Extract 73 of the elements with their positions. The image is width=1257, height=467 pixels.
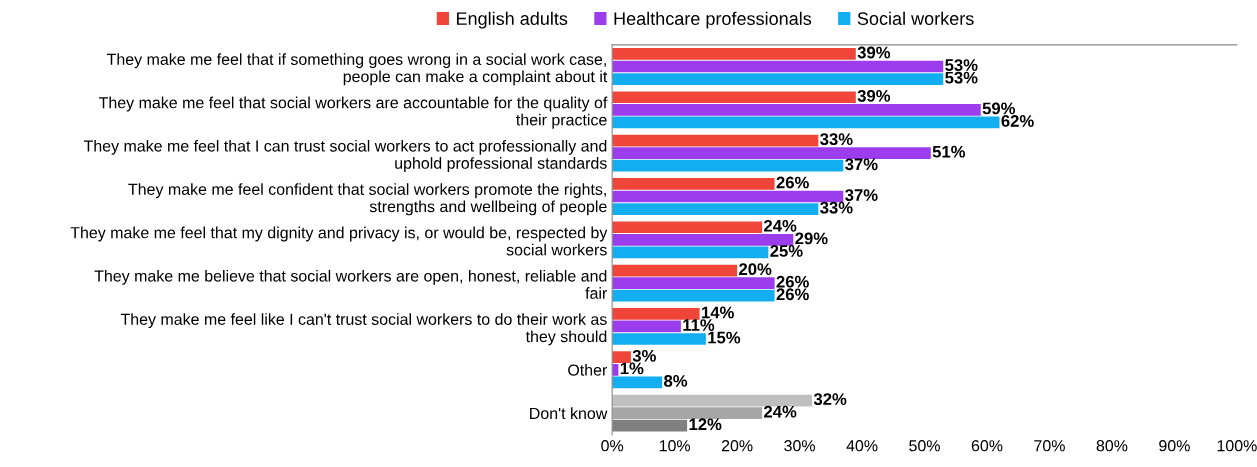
y-tick-label: They make me believe that social workers are open, honest, reliable and fair — [94, 269, 608, 299]
legend-label: English adults — [456, 11, 568, 29]
bar — [612, 320, 681, 333]
bar — [612, 333, 706, 345]
bar — [612, 376, 663, 389]
data-label: 29% — [795, 232, 828, 245]
y-tick-label: Don't know — [530, 407, 608, 420]
x-tick-label: 80% — [1096, 440, 1128, 452]
data-label: 53% — [945, 59, 978, 71]
data-label: 8% — [664, 375, 688, 387]
bar — [612, 277, 775, 289]
y-tick-label: They make me feel that if something goes wrong in a social work case, people can make a complaint about it — [106, 53, 608, 86]
data-label: 24% — [764, 219, 797, 232]
data-label: 11% — [683, 319, 715, 331]
data-label: 24% — [764, 405, 797, 418]
y-tick-label: They make me feel that my dignity and privacy is, or would be, respected by social workers — [70, 226, 608, 256]
x-tick-label: 70% — [1034, 440, 1065, 452]
x-tick-label: 0% — [601, 440, 624, 452]
data-label: 33% — [820, 201, 853, 214]
x-tick-label: 20% — [721, 440, 753, 452]
bar — [612, 73, 944, 85]
data-label: 62% — [1001, 115, 1034, 127]
data-label: 26% — [776, 288, 809, 301]
bar — [612, 246, 769, 259]
y-tick-label: Other — [568, 364, 608, 376]
bar — [612, 147, 931, 159]
y-tick-label: They make me feel confident that social workers promote the rights, strengths and wellbeing of people — [128, 183, 607, 216]
data-label: 53% — [945, 71, 978, 84]
x-tick-label: 50% — [909, 440, 940, 452]
bar — [612, 178, 775, 190]
data-label: 39% — [857, 89, 891, 102]
x-tick-label: 30% — [784, 440, 815, 452]
x-tick-label: 100% — [1217, 440, 1257, 452]
x-tick-label: 40% — [846, 440, 878, 452]
bar — [612, 116, 1000, 129]
data-label: 59% — [982, 102, 1016, 115]
bar — [612, 48, 856, 60]
data-label: 33% — [820, 133, 853, 146]
x-tick-label: 10% — [659, 440, 691, 452]
bar — [612, 91, 856, 104]
bar — [612, 289, 775, 302]
data-label: 12% — [689, 418, 722, 431]
y-tick-label: They make me feel that social workers are accountable for the quality of their practice — [98, 96, 608, 129]
data-label: 51% — [932, 145, 966, 158]
bar — [612, 159, 844, 172]
data-label: 3% — [632, 349, 656, 362]
data-label: 32% — [813, 393, 847, 406]
bar — [612, 103, 981, 116]
bar — [612, 233, 794, 246]
x-tick-label: 90% — [1159, 440, 1190, 452]
bar — [612, 264, 738, 277]
data-label: 37% — [845, 158, 878, 171]
bar — [612, 308, 700, 320]
bar — [612, 394, 813, 407]
data-label: 15% — [708, 331, 741, 344]
data-label: 25% — [770, 245, 803, 257]
data-label: 20% — [739, 263, 772, 276]
data-label: 26% — [776, 275, 809, 288]
bar — [612, 407, 763, 419]
data-label: 26% — [776, 176, 809, 189]
y-tick-label: They make me feel that I can trust social workers to act professionally and uphold professional standards — [83, 139, 607, 173]
bar — [612, 203, 819, 215]
bar — [612, 60, 944, 73]
x-tick-label: 60% — [971, 440, 1003, 452]
legend-label: Healthcare professionals — [614, 11, 812, 29]
data-label: 14% — [702, 306, 734, 319]
data-label: 1% — [620, 362, 644, 375]
bar — [612, 221, 763, 234]
y-tick-label: They make me feel like I can't trust social workers to do their work as they should — [120, 313, 607, 346]
data-label: 37% — [845, 189, 878, 201]
data-label: 39% — [857, 46, 891, 59]
bar — [612, 134, 819, 147]
legend-label: Social workers — [857, 11, 974, 26]
